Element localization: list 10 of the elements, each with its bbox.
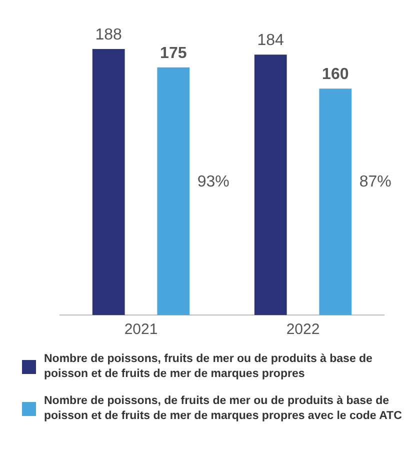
annotation: 93% xyxy=(197,173,230,190)
data-label: 175 xyxy=(160,44,187,62)
x-tick-label: 2021 xyxy=(124,321,158,338)
x-tick-label: 2022 xyxy=(286,321,320,338)
legend-label: Nombre de poissons, de fruits de mer ou de produits à base de poisson et de fruits de mer de marques propres avec le code ATC xyxy=(44,394,403,424)
data-label: 188 xyxy=(95,26,122,44)
data-label: 184 xyxy=(257,32,284,50)
data-label: 160 xyxy=(322,66,349,84)
annotation: 87% xyxy=(359,173,392,190)
legend-label: Nombre de poissons, fruits de mer ou de produits à base de poisson et de fruits de mer de marques propres xyxy=(44,352,374,382)
